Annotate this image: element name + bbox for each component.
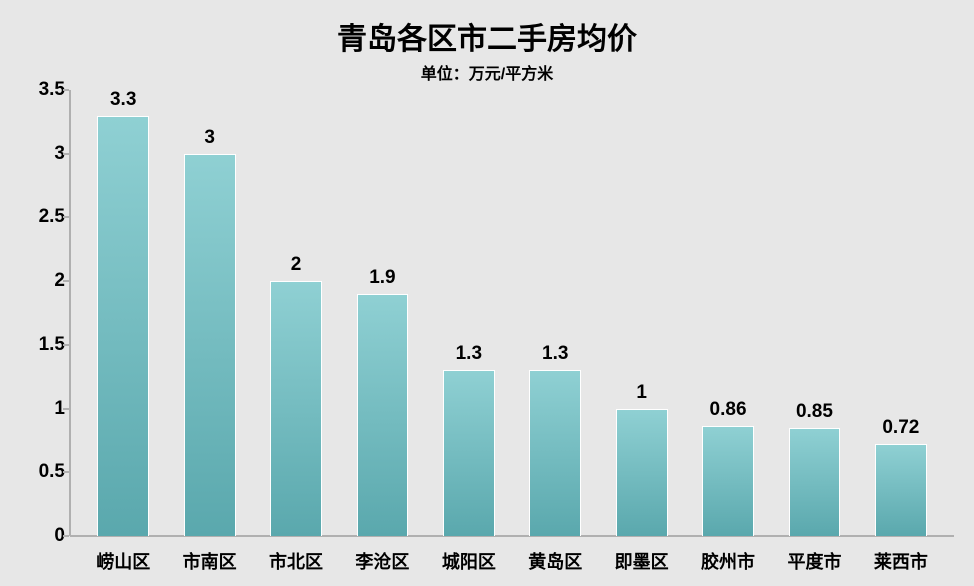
y-tick-mark [63,153,69,155]
y-tick-label: 3.5 [20,79,65,101]
y-tick-mark [63,89,69,91]
y-tick-label: 1 [20,398,65,420]
x-axis-labels: 崂山区市南区市北区李沧区城阳区黄岛区即墨区胶州市平度市莱西市 [70,548,954,574]
bar: 3 [184,154,236,536]
bar-slot: 0.85 [771,90,857,536]
bar: 0.85 [789,428,841,536]
y-tick-label: 1.5 [20,334,65,356]
y-tick-label: 0.5 [20,461,65,483]
bar-value-label: 2 [291,254,302,276]
bar: 0.86 [702,426,754,536]
chart-subtitle: 单位：万元/平方米 [0,60,974,84]
bars-group: 3.3321.91.31.310.860.850.72 [70,90,954,536]
chart-container: 青岛各区市二手房均价 单位：万元/平方米 0 0.5 1 1.5 2 2.5 3 3.5 3.… [0,0,974,586]
bar-value-label: 1.9 [369,267,395,289]
plot-area: 3.3321.91.31.310.860.850.72 [70,90,954,536]
bar-value-label: 0.86 [710,399,747,421]
x-axis-label: 崂山区 [80,548,166,574]
bar-value-label: 0.72 [882,417,919,439]
y-tick-mark [63,471,69,473]
bar: 1.3 [529,370,581,536]
y-tick-mark [63,408,69,410]
y-tick-label: 0 [20,525,65,547]
y-tick-label: 2.5 [20,206,65,228]
y-tick-mark [63,216,69,218]
bar-slot: 0.86 [685,90,771,536]
y-tick-label: 2 [20,270,65,292]
bar-value-label: 3 [204,127,215,149]
bar: 3.3 [97,116,149,537]
bar-slot: 2 [253,90,339,536]
y-tick-mark [63,344,69,346]
x-axis-label: 市北区 [253,548,339,574]
y-tick-mark [63,535,69,537]
bar: 1.3 [443,370,495,536]
bar: 1 [616,409,668,536]
bar: 2 [270,281,322,536]
chart-area: 00.511.522.533.5 3.3321.91.31.310.860.85… [70,90,954,536]
bar: 0.72 [875,444,927,536]
bar-slot: 1 [598,90,684,536]
x-axis-label: 黄岛区 [512,548,598,574]
x-axis-label: 即墨区 [598,548,684,574]
bar-slot: 3 [166,90,252,536]
bar: 1.9 [357,294,409,536]
y-tick-label: 3 [20,143,65,165]
x-axis-label: 城阳区 [426,548,512,574]
bar-slot: 1.3 [426,90,512,536]
bar-slot: 3.3 [80,90,166,536]
x-axis-label: 胶州市 [685,548,771,574]
bar-slot: 1.3 [512,90,598,536]
bar-value-label: 3.3 [110,89,136,111]
bar-value-label: 0.85 [796,401,833,423]
x-axis-label: 市南区 [166,548,252,574]
bar-slot: 1.9 [339,90,425,536]
x-axis-label: 莱西市 [858,548,944,574]
bar-slot: 0.72 [858,90,944,536]
y-axis: 00.511.522.533.5 [20,90,65,536]
bar-value-label: 1.3 [456,343,482,365]
bar-value-label: 1.3 [542,343,568,365]
chart-title: 青岛各区市二手房均价 [0,0,974,58]
x-axis-label: 平度市 [771,548,857,574]
y-tick-mark [63,280,69,282]
x-axis-label: 李沧区 [339,548,425,574]
bar-value-label: 1 [636,382,647,404]
